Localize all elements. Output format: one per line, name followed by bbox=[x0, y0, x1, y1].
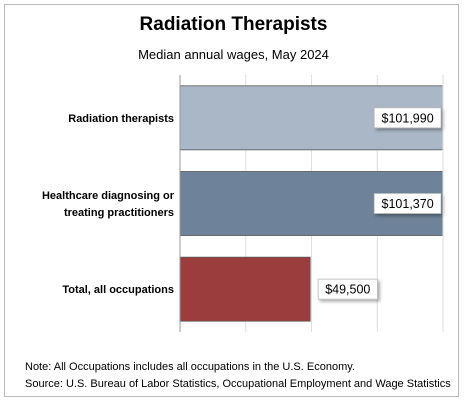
data-label: $49,500 bbox=[325, 283, 370, 297]
data-label-box bbox=[317, 278, 378, 300]
footnote: Note: All Occupations includes all occup… bbox=[25, 361, 355, 373]
category-label: Total, all occupations bbox=[62, 284, 174, 296]
chart-subtitle: Median annual wages, May 2024 bbox=[138, 47, 329, 62]
data-label: $101,370 bbox=[382, 197, 434, 211]
data-label-box bbox=[373, 193, 442, 214]
category-label: Radiation therapists bbox=[68, 113, 174, 125]
bar bbox=[179, 256, 311, 322]
category-label: Healthcare diagnosing or bbox=[42, 190, 175, 202]
chart-title: Radiation Therapists bbox=[139, 14, 328, 35]
data-label-box bbox=[373, 107, 442, 129]
category-label: treating practitioners bbox=[64, 207, 174, 219]
data-label: $101,990 bbox=[382, 111, 434, 125]
source-note: Source: U.S. Bureau of Labor Statistics,… bbox=[25, 378, 451, 390]
